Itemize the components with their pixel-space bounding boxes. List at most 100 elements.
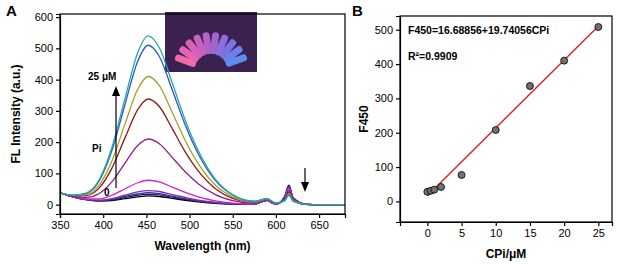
- tick: 200: [375, 127, 400, 139]
- tick-label: 200: [35, 136, 53, 148]
- tick: 600: [35, 11, 60, 23]
- figure-svg: 3504004505005506006500100200300400500600…: [0, 0, 623, 264]
- y-axis-title: F450: [357, 105, 371, 133]
- annotation: R²=0.9909: [408, 50, 457, 62]
- tick-mark: [56, 142, 60, 143]
- annotation: F450=16.68856+19.74056CPi: [408, 24, 549, 36]
- figure: 3504004505005506006500100200300400500600…: [0, 0, 623, 264]
- x-axis-title: Wavelength (nm): [154, 239, 250, 253]
- inset-tube: [225, 53, 248, 67]
- panel-label: B: [352, 2, 363, 19]
- tick-label: 450: [138, 219, 156, 231]
- tick-label: 20: [559, 227, 571, 239]
- tick-label: 100: [35, 167, 53, 179]
- data-point: [595, 23, 602, 30]
- tick-mark: [233, 214, 234, 218]
- tick-mark: [56, 17, 60, 18]
- tick-label: 300: [375, 92, 393, 104]
- spectrum-line: [60, 45, 345, 204]
- tick: 300: [375, 92, 400, 104]
- tick-label: 300: [35, 105, 53, 117]
- x-axis-title: CPi/μM: [486, 247, 527, 261]
- data-point: [561, 57, 568, 64]
- tick: 650: [310, 214, 328, 231]
- tick: 300: [35, 105, 60, 117]
- tick: 200: [35, 136, 60, 148]
- tick-label: 500: [375, 24, 393, 36]
- plot-frame: [60, 14, 345, 214]
- tick-mark: [396, 64, 400, 65]
- spectrum-line: [60, 187, 345, 204]
- data-point: [458, 171, 465, 178]
- tick-mark: [396, 98, 400, 99]
- panel-b: 0 5 10 15 20 25 0 100 200 300 400 500 B CPi/μM F450 F45…: [352, 2, 613, 261]
- plot-area: [60, 36, 345, 205]
- tick-label: 25: [593, 227, 605, 239]
- tick: 15: [524, 222, 536, 239]
- tick-mark: [427, 222, 428, 226]
- y-axis: 0 100 200 300 400 500: [375, 17, 401, 223]
- tick-label: 600: [35, 11, 53, 23]
- arrow-head: [301, 182, 309, 192]
- arrow-increase: [112, 86, 120, 188]
- tick: 550: [224, 214, 242, 231]
- tick-mark: [189, 214, 190, 218]
- arrow-decrease: [301, 168, 309, 192]
- spectrum-line: [60, 187, 345, 205]
- tick-mark: [564, 222, 565, 226]
- tick-mark: [276, 214, 277, 218]
- tick-mark: [396, 167, 400, 168]
- spectrum-line: [60, 99, 345, 205]
- tick-label: 0: [425, 227, 431, 239]
- tick-mark: [396, 30, 400, 31]
- spectrum-line: [60, 77, 345, 205]
- tick: 0: [47, 199, 60, 211]
- tick-mark: [396, 133, 400, 134]
- tick: 20: [559, 222, 571, 239]
- annotation: 0: [104, 187, 110, 198]
- tick: 100: [375, 161, 400, 173]
- annotation: 25 μM: [88, 71, 116, 82]
- tick-mark: [319, 214, 320, 218]
- tick: 400: [375, 58, 400, 70]
- tick-mark: [461, 222, 462, 226]
- tick: 10: [490, 222, 502, 239]
- x-axis: 0 5 10 15 20 25: [401, 222, 613, 239]
- data-point: [438, 183, 445, 190]
- tick-label: 600: [267, 219, 285, 231]
- x-axis-line: [401, 223, 613, 227]
- spectrum-line: [60, 186, 345, 205]
- y-axis-line: [396, 17, 401, 223]
- tick: 5: [459, 222, 465, 239]
- tick-mark: [56, 173, 60, 174]
- tick-label: 500: [181, 219, 199, 231]
- spectrum-line: [60, 36, 345, 205]
- data-point: [492, 126, 499, 133]
- tick-label: 400: [95, 219, 113, 231]
- tick: 500: [181, 214, 199, 231]
- panel-label: A: [6, 2, 17, 19]
- tick-mark: [56, 48, 60, 49]
- data-point: [526, 83, 533, 90]
- tick: 400: [95, 214, 113, 231]
- x-axis: 350 400 450 500 550 600 650: [51, 214, 345, 231]
- spectrum-line: [60, 185, 345, 204]
- tick-label: 15: [524, 227, 536, 239]
- inset-photo: [165, 12, 257, 72]
- arrow-head: [112, 86, 120, 96]
- tick-label: 500: [35, 42, 53, 54]
- tick: 600: [267, 214, 285, 231]
- tick: 0: [425, 222, 431, 239]
- tick: 25: [593, 222, 605, 239]
- tick: 450: [138, 214, 156, 231]
- tick: 500: [35, 42, 60, 54]
- inset-background: [165, 12, 257, 72]
- panel-a: 350 400 450 500 550 600 650 0 100 200 300 400 500 600…: [6, 2, 346, 253]
- arrow-shaft: [304, 168, 305, 184]
- tick-label: 350: [51, 219, 69, 231]
- arrow-shaft: [115, 90, 116, 188]
- x-axis-line: [61, 215, 346, 219]
- tick-label: 0: [387, 195, 393, 207]
- annotation: Pi: [92, 143, 102, 154]
- tick-mark: [56, 205, 60, 206]
